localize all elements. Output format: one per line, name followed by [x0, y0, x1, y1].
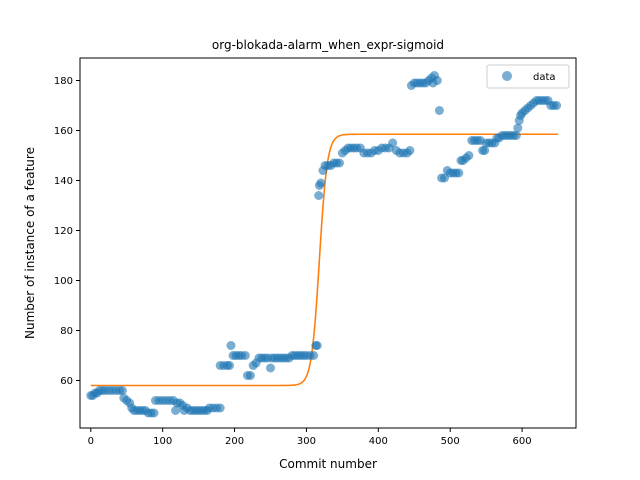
y-tick-label-120: 120 — [54, 226, 73, 237]
chart-title: org-blokada-alarm_when_expr-sigmoid — [212, 38, 444, 52]
y-tick-label-100: 100 — [54, 276, 73, 287]
plot-frame — [79, 57, 577, 429]
data-point-154 — [511, 131, 521, 140]
data-point-46 — [215, 403, 225, 413]
y-tick-label-180: 180 — [54, 76, 73, 87]
data-point-56 — [240, 351, 250, 360]
data-point-11 — [117, 386, 127, 395]
x-tick-label-200: 200 — [225, 436, 244, 447]
data-point-30 — [171, 406, 181, 415]
data-point-92 — [335, 158, 344, 168]
data-point-83 — [314, 191, 324, 200]
data-point-58 — [245, 371, 255, 380]
x-tick-label-500: 500 — [441, 436, 460, 447]
y-tick-label-160: 160 — [54, 126, 73, 137]
points-layer — [86, 71, 562, 418]
y-axis-title: Number of instance of a feature — [23, 147, 37, 339]
data-point-125 — [434, 106, 444, 115]
data-point-142 — [480, 146, 490, 155]
data-point-113 — [405, 146, 415, 155]
x-axis-ticks: 0 100 200 300 400 500 600 — [88, 428, 532, 447]
y-tick-label-140: 140 — [54, 176, 73, 187]
fit-layer — [90, 133, 559, 387]
data-point-50 — [225, 361, 234, 370]
data-point-124 — [432, 76, 442, 85]
data-point-65 — [266, 363, 275, 373]
data-point-51 — [226, 341, 236, 350]
x-axis-title: Commit number — [279, 457, 377, 471]
data-point-132 — [454, 168, 464, 178]
x-tick-label-400: 400 — [369, 436, 388, 447]
legend-marker-data — [502, 71, 512, 81]
data-point-108 — [388, 138, 398, 148]
sigmoid-fit-line — [90, 133, 559, 387]
data-point-136 — [464, 151, 474, 160]
y-axis-ticks: 60 80 100 120 140 160 180 — [54, 76, 80, 387]
x-tick-label-0: 0 — [88, 436, 94, 447]
y-tick-label-80: 80 — [60, 326, 73, 337]
legend-box — [486, 64, 570, 89]
legend-label-data: data — [533, 72, 556, 83]
data-point-170 — [552, 101, 562, 110]
data-point-82 — [312, 341, 322, 350]
x-tick-label-100: 100 — [153, 436, 172, 447]
data-point-80 — [309, 351, 319, 360]
legend: data — [486, 64, 570, 89]
data-point-155 — [513, 123, 523, 133]
plot-area — [80, 58, 576, 428]
data-point-23 — [149, 408, 159, 418]
x-tick-label-600: 600 — [513, 436, 532, 447]
data-point-85 — [316, 178, 326, 188]
x-tick-label-300: 300 — [297, 436, 316, 447]
y-tick-label-60: 60 — [60, 376, 73, 387]
